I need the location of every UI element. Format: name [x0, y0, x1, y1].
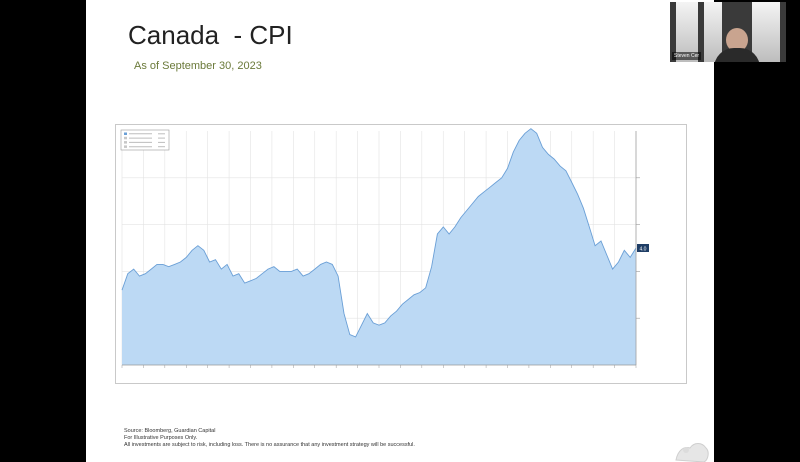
legend-swatch — [124, 132, 127, 135]
slide: Canada - CPI As of September 30, 2023 4.… — [86, 0, 714, 462]
last-value-marker — [637, 244, 649, 252]
cpi-chart: 4.0 — [115, 124, 687, 384]
cpi-line — [121, 128, 637, 338]
legend-box — [120, 129, 170, 151]
cpi-chart-svg: 4.0 — [120, 128, 649, 368]
footer-source: Source: Bloomberg, Guardian Capital — [124, 428, 216, 434]
legend-swatch — [124, 136, 127, 140]
participant-avatar — [726, 28, 748, 52]
legend-swatch — [124, 145, 127, 148]
last-value-label: 4.0 — [640, 247, 647, 253]
footer-illustrative: For Illustrative Purposes Only. — [124, 435, 198, 441]
as-of-date: As of September 30, 2023 — [134, 60, 262, 72]
slide-footer: Source: Bloomberg, Guardian Capital For … — [124, 428, 415, 449]
legend-swatch — [124, 141, 127, 144]
mascot-icon — [675, 443, 709, 462]
cpi-area — [122, 128, 636, 365]
webcam-thumbnail[interactable]: Steven Cer — [670, 2, 786, 62]
page-title: Canada - CPI — [128, 20, 293, 50]
participant-name: Steven Cer — [672, 52, 702, 60]
footer-disclaimer: All investments are subject to risk, inc… — [124, 442, 415, 448]
